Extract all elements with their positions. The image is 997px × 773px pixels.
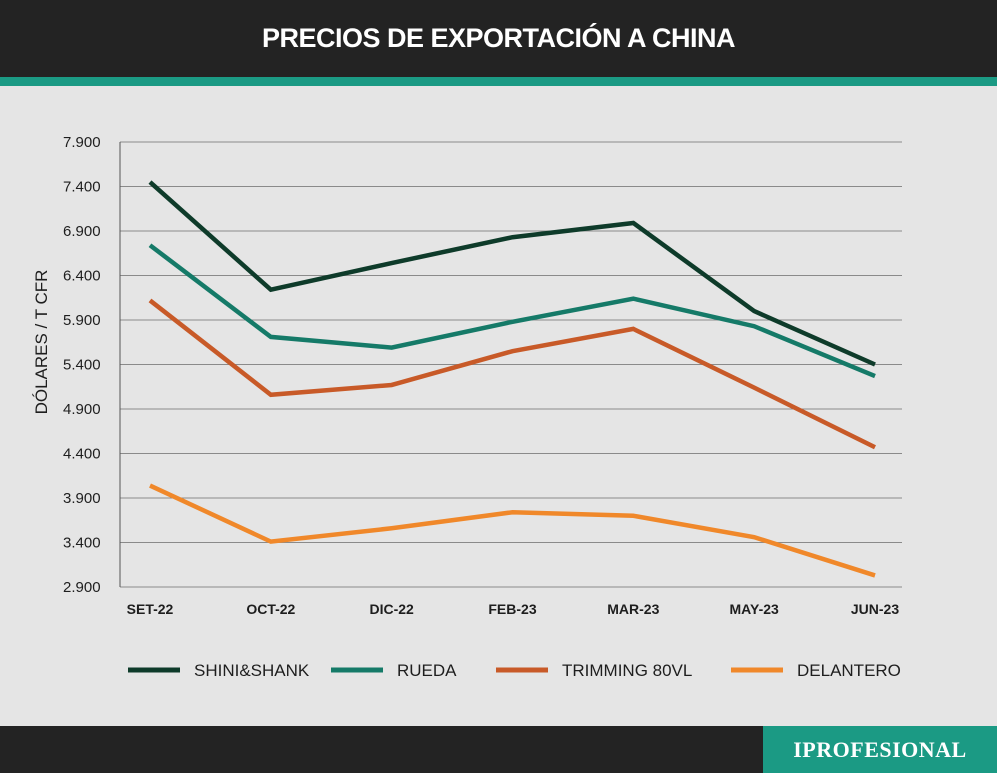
- x-tick-label: OCT-22: [246, 601, 295, 617]
- title-bar: PRECIOS DE EXPORTACIÓN A CHINA: [0, 0, 997, 77]
- legend-label: RUEDA: [397, 661, 457, 680]
- brand-logo: IPROFESIONAL: [763, 726, 997, 773]
- y-tick-label: 4.400: [63, 446, 101, 463]
- y-tick-label: 6.900: [63, 223, 101, 240]
- y-axis-title: DÓLARES / T CFR: [32, 270, 51, 415]
- y-tick-label: 7.400: [63, 179, 101, 196]
- series-lines: [148, 180, 876, 578]
- series-line-delantero: [149, 483, 876, 578]
- x-tick-label: DIC-22: [369, 601, 414, 617]
- x-axis-ticks: SET-22 OCT-22 DIC-22 FEB-23 MAR-23 MAY-23 JUN-…: [127, 601, 900, 617]
- accent-divider: [0, 77, 997, 86]
- y-tick-label: 2.900: [63, 579, 101, 596]
- legend-label: SHINI&SHANK: [194, 661, 310, 680]
- x-tick-label: JUN-23: [851, 601, 899, 617]
- y-axis-ticks: 2.900 3.400 3.900 4.400 4.900 5.400 5.900 6.400…: [63, 134, 101, 596]
- brand-name: IPROFESIONAL: [793, 736, 967, 762]
- legend-label: TRIMMING 80VL: [562, 661, 692, 680]
- series-line-shini-shank: [148, 180, 876, 367]
- x-tick-label: SET-22: [127, 601, 174, 617]
- y-tick-label: 3.900: [63, 490, 101, 507]
- legend-label: DELANTERO: [797, 661, 901, 680]
- y-tick-label: 7.900: [63, 134, 101, 151]
- x-tick-label: FEB-23: [488, 601, 536, 617]
- legend: SHINI&SHANK RUEDA TRIMMING 80VL DELANTERO: [128, 661, 901, 680]
- y-tick-label: 6.400: [63, 268, 101, 285]
- y-tick-label: 5.900: [63, 312, 101, 329]
- y-tick-label: 3.400: [63, 535, 101, 552]
- footer-bar: IPROFESIONAL: [0, 726, 997, 773]
- grid-lines: [119, 141, 902, 588]
- chart-title: PRECIOS DE EXPORTACIÓN A CHINA: [261, 23, 736, 53]
- x-tick-label: MAY-23: [730, 601, 780, 617]
- y-tick-label: 4.900: [63, 401, 101, 418]
- y-tick-label: 5.400: [63, 357, 101, 374]
- x-tick-label: MAR-23: [607, 601, 659, 617]
- series-line-rueda: [148, 243, 876, 379]
